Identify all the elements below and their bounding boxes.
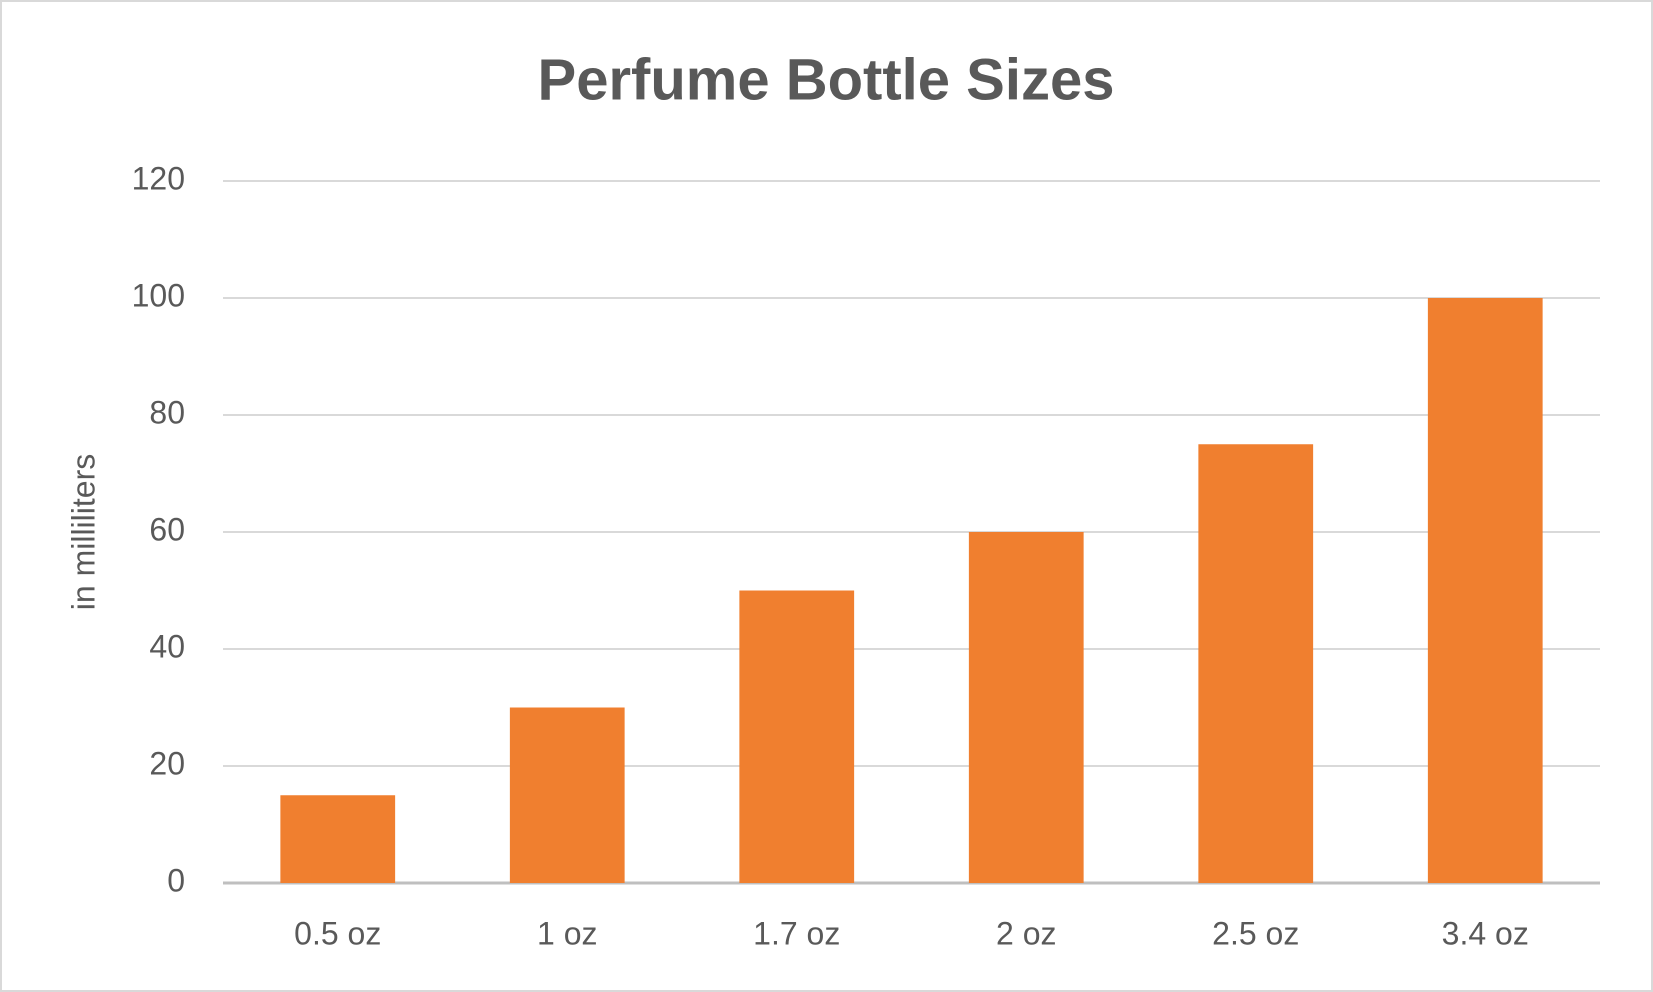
bar: [968, 532, 1084, 883]
bar: [509, 707, 625, 883]
chart-title: Perfume Bottle Sizes: [538, 47, 1115, 112]
x-tick-label: 2 oz: [996, 915, 1056, 951]
x-tick-label: 2.5 oz: [1212, 915, 1299, 951]
y-tick-label: 80: [149, 394, 185, 430]
x-tick-label: 1.7 oz: [753, 915, 840, 951]
bar: [739, 590, 855, 883]
y-tick-label: 0: [167, 862, 185, 898]
y-tick-label: 100: [132, 277, 185, 313]
x-tick-label: 3.4 oz: [1442, 915, 1529, 951]
y-tick-label: 40: [149, 628, 185, 664]
y-tick-label: 120: [132, 160, 185, 196]
x-tick-label: 1 oz: [537, 915, 597, 951]
bar: [280, 795, 396, 883]
x-tick-label: 0.5 oz: [294, 915, 381, 951]
y-axis-label: in milliliters: [65, 454, 101, 610]
bar: [1198, 444, 1314, 883]
bar: [1427, 298, 1543, 883]
y-tick-label: 20: [149, 745, 185, 781]
y-tick-label: 60: [149, 511, 185, 547]
